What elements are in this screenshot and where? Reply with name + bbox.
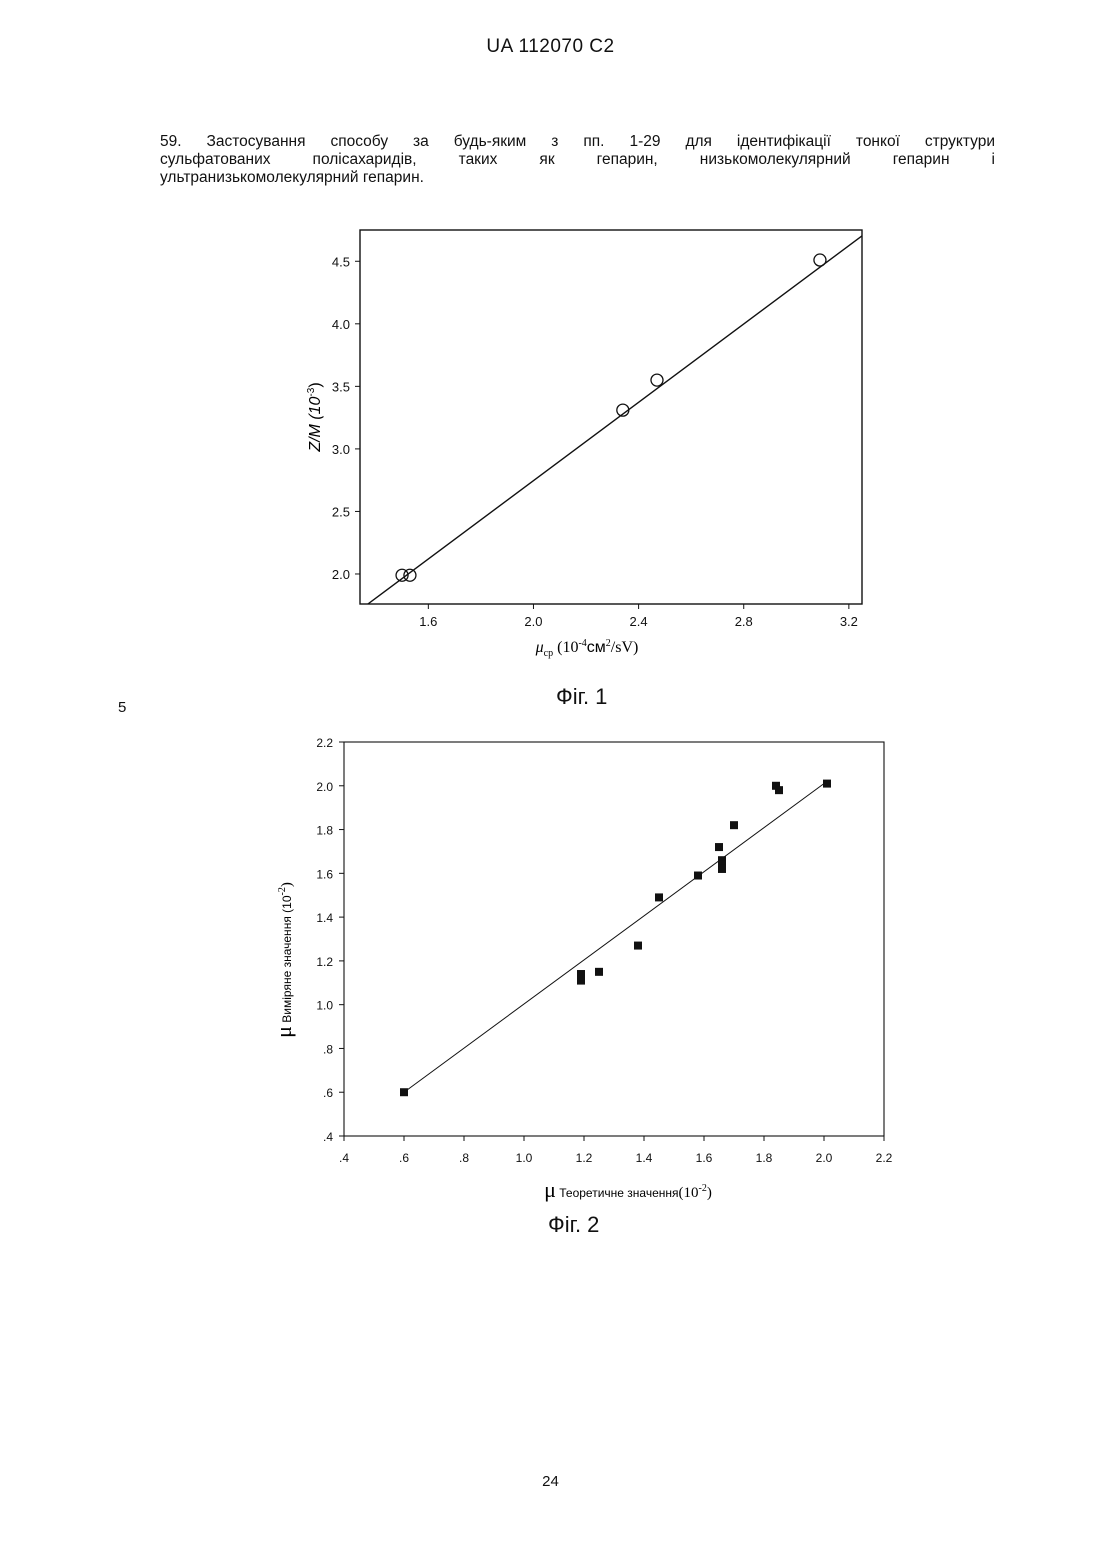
y-tick-label: 1.6 — [316, 867, 333, 881]
data-point — [655, 893, 663, 901]
data-point — [718, 865, 726, 873]
y-tick-label: 2.2 — [316, 736, 333, 750]
y-tick-label: 2.0 — [316, 780, 333, 794]
y-tick-label: .6 — [323, 1086, 333, 1100]
data-point — [400, 1088, 408, 1096]
x-tick-label: .8 — [459, 1151, 469, 1165]
x-tick-label: 2.2 — [876, 1151, 893, 1165]
x-axis-label: μ Теоретичне значення(10-2) — [544, 1177, 712, 1202]
y-tick-label: .4 — [323, 1130, 333, 1144]
data-point — [730, 821, 738, 829]
page-number: 24 — [0, 1473, 1101, 1490]
x-tick-label: 1.4 — [636, 1151, 653, 1165]
data-point — [577, 977, 585, 985]
figure-2-caption: Фіг. 2 — [548, 1212, 599, 1238]
y-axis-label: μ Виміряне значення (10-2) — [271, 882, 296, 1038]
data-point — [595, 968, 603, 976]
data-point — [634, 942, 642, 950]
data-point — [823, 780, 831, 788]
y-tick-label: 1.0 — [316, 999, 333, 1013]
x-tick-label: 2.0 — [816, 1151, 833, 1165]
y-tick-label: 1.2 — [316, 955, 333, 969]
fit-line — [404, 781, 827, 1092]
x-tick-label: 1.0 — [516, 1151, 533, 1165]
x-tick-label: 1.6 — [696, 1151, 713, 1165]
y-tick-label: .8 — [323, 1042, 333, 1056]
x-tick-label: 1.2 — [576, 1151, 593, 1165]
y-tick-label: 1.8 — [316, 824, 333, 838]
y-tick-label: 1.4 — [316, 911, 333, 925]
x-tick-label: .6 — [399, 1151, 409, 1165]
data-point — [775, 786, 783, 794]
data-point — [715, 843, 723, 851]
data-point — [694, 872, 702, 880]
x-tick-label: .4 — [339, 1151, 349, 1165]
x-tick-label: 1.8 — [756, 1151, 773, 1165]
